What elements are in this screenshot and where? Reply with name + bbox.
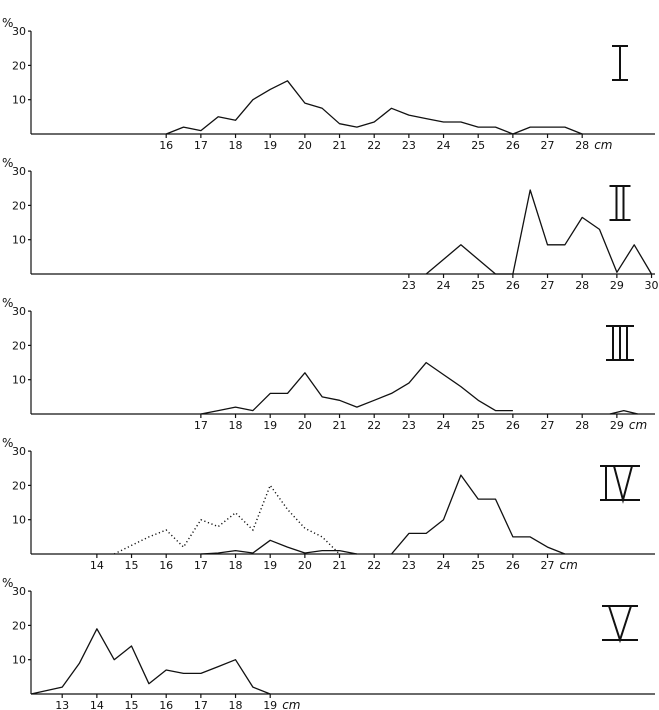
x-tick-label: 17 [194, 419, 208, 432]
x-unit-label: cm [594, 138, 612, 152]
series-line-2 [609, 409, 638, 415]
x-tick-label: 22 [367, 139, 381, 152]
x-tick-label: 18 [229, 699, 243, 710]
x-tick-label: 22 [367, 559, 381, 572]
y-tick-label: 30 [12, 585, 26, 598]
x-unit-label: cm [629, 418, 647, 432]
x-tick-label: 27 [541, 279, 555, 292]
x-tick-label: 25 [471, 559, 485, 572]
y-tick-label: 30 [12, 165, 26, 178]
x-tick-label: 18 [229, 559, 243, 572]
x-tick-label: 26 [506, 279, 520, 292]
y-axis-label: % [2, 16, 13, 30]
x-tick-label: 19 [263, 419, 277, 432]
x-tick-label: 23 [402, 139, 416, 152]
chart-panel-3: % 10 20 30 17 18 19 20 21 22 23 24 25 26 27 28 29 cm [2, 296, 655, 432]
x-tick-label: 28 [575, 279, 589, 292]
x-tick-label: 24 [437, 279, 451, 292]
x-tick-label: 24 [437, 559, 451, 572]
x-tick-label: 24 [437, 139, 451, 152]
y-tick-label: 20 [12, 479, 26, 492]
x-tick-label: 14 [90, 559, 104, 572]
y-tick-label: 10 [12, 654, 26, 667]
y-tick-label: 20 [12, 199, 26, 212]
x-tick-label: 29 [610, 419, 624, 432]
y-axis-label: % [2, 156, 13, 170]
y-tick-label: 20 [12, 339, 26, 352]
y-tick-label: 30 [12, 25, 26, 38]
x-tick-label: 25 [471, 139, 485, 152]
x-tick-label: 27 [541, 419, 555, 432]
x-tick-label: 17 [194, 699, 208, 710]
y-tick-label: 30 [12, 305, 26, 318]
x-tick-label: 21 [333, 559, 347, 572]
x-tick-label: 19 [263, 559, 277, 572]
x-tick-label: 26 [506, 559, 520, 572]
panel-numeral-ii-icon [609, 185, 631, 221]
x-tick-label: 14 [90, 699, 104, 710]
series-line-1-dotted [113, 483, 340, 555]
x-tick-label: 26 [506, 419, 520, 432]
x-tick-label: 30 [645, 279, 659, 292]
x-unit-label: cm [282, 698, 300, 710]
chart-panel-1: % 10 20 30 16 17 18 19 20 21 22 23 24 25 26 27 28 cm [2, 16, 655, 152]
x-tick-label: 20 [298, 139, 312, 152]
x-tick-label: 28 [575, 139, 589, 152]
x-tick-label: 16 [159, 139, 173, 152]
x-tick-label: 20 [298, 419, 312, 432]
x-tick-label: 16 [159, 699, 173, 710]
x-tick-label: 22 [367, 419, 381, 432]
x-tick-label: 17 [194, 139, 208, 152]
x-tick-label: 15 [125, 559, 139, 572]
y-axis-label: % [2, 436, 13, 450]
y-tick-label: 10 [12, 514, 26, 527]
x-tick-label: 18 [229, 419, 243, 432]
panel-numeral-iv-icon [600, 465, 640, 504]
series-line-3 [391, 474, 566, 555]
panel-numeral-v-icon [602, 605, 638, 644]
y-tick-label: 10 [12, 94, 26, 107]
x-tick-label: 23 [402, 279, 416, 292]
x-tick-label: 15 [125, 699, 139, 710]
x-tick-label: 18 [229, 139, 243, 152]
x-tick-label: 16 [159, 559, 173, 572]
chart-panel-5: % 10 20 30 13 14 15 16 17 18 19 cm [2, 576, 655, 710]
chart-panel-4: % 10 20 30 14 15 16 17 18 19 20 21 22 23 24 25 26 27 cm [2, 436, 655, 572]
chart-panel-2: % 10 20 30 23 24 25 26 27 28 29 30 [2, 156, 659, 292]
x-tick-label: 19 [263, 139, 277, 152]
y-tick-label: 20 [12, 59, 26, 72]
series-line-1 [30, 628, 271, 695]
x-tick-label: 29 [610, 279, 624, 292]
x-tick-label: 27 [541, 559, 555, 572]
x-tick-label: 21 [333, 139, 347, 152]
x-tick-label: 19 [263, 699, 277, 710]
x-unit-label: cm [560, 558, 578, 572]
y-tick-label: 20 [12, 619, 26, 632]
series-line-2 [200, 539, 358, 555]
panel-numeral-iii-icon [606, 325, 634, 361]
series-line-1 [165, 80, 583, 135]
x-tick-label: 23 [402, 559, 416, 572]
y-tick-label: 10 [12, 234, 26, 247]
x-tick-label: 25 [471, 279, 485, 292]
x-tick-label: 27 [541, 139, 555, 152]
x-tick-label: 24 [437, 419, 451, 432]
x-tick-label: 20 [298, 559, 312, 572]
x-tick-label: 26 [506, 139, 520, 152]
x-tick-label: 28 [575, 419, 589, 432]
series-line-1 [200, 361, 513, 415]
x-tick-label: 17 [194, 559, 208, 572]
x-tick-label: 21 [333, 419, 347, 432]
x-tick-label: 13 [55, 699, 69, 710]
panel-numeral-i-icon [612, 45, 628, 81]
y-tick-label: 30 [12, 445, 26, 458]
y-axis-label: % [2, 296, 13, 310]
x-tick-label: 25 [471, 419, 485, 432]
y-tick-label: 10 [12, 374, 26, 387]
series-line-1 [425, 189, 653, 275]
y-axis-label: % [2, 576, 13, 590]
x-tick-label: 23 [402, 419, 416, 432]
